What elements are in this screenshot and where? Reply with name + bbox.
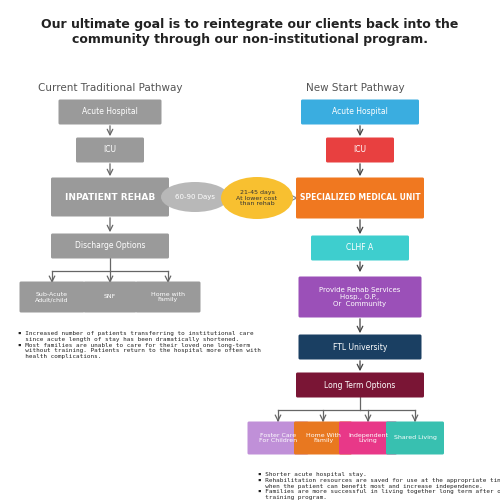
FancyBboxPatch shape: [248, 422, 308, 454]
Ellipse shape: [161, 182, 229, 212]
FancyBboxPatch shape: [51, 178, 169, 216]
FancyBboxPatch shape: [76, 138, 144, 162]
FancyBboxPatch shape: [326, 138, 394, 162]
FancyBboxPatch shape: [296, 178, 424, 218]
Text: 60-90 Days: 60-90 Days: [175, 194, 215, 200]
Text: Shared Living: Shared Living: [394, 436, 436, 440]
FancyBboxPatch shape: [298, 334, 422, 359]
FancyBboxPatch shape: [84, 282, 136, 312]
Text: SPECIALIZED MEDICAL UNIT: SPECIALIZED MEDICAL UNIT: [300, 194, 420, 202]
FancyBboxPatch shape: [294, 422, 352, 454]
Text: Home with
Family: Home with Family: [151, 292, 185, 302]
FancyBboxPatch shape: [136, 282, 200, 312]
Text: FTL University: FTL University: [333, 342, 387, 351]
Text: New Start Pathway: New Start Pathway: [306, 83, 404, 93]
FancyBboxPatch shape: [339, 422, 397, 454]
Text: SNF: SNF: [104, 294, 116, 300]
Text: Discharge Options: Discharge Options: [75, 242, 145, 250]
Text: Foster Care
For Children: Foster Care For Children: [259, 432, 297, 444]
Text: 21-45 days
At lower cost
than rehab: 21-45 days At lower cost than rehab: [236, 190, 278, 206]
Text: ▪ Shorter acute hospital stay.
▪ Rehabilitation resources are saved for use at t: ▪ Shorter acute hospital stay. ▪ Rehabil…: [258, 472, 500, 500]
Text: Current Traditional Pathway: Current Traditional Pathway: [38, 83, 182, 93]
Text: ICU: ICU: [104, 146, 117, 154]
FancyBboxPatch shape: [58, 100, 162, 124]
FancyBboxPatch shape: [296, 372, 424, 398]
Text: Home With
Family: Home With Family: [306, 432, 340, 444]
FancyBboxPatch shape: [20, 282, 84, 312]
Text: Sub-Acute
Adult/child: Sub-Acute Adult/child: [35, 292, 69, 302]
Text: CLHF A: CLHF A: [346, 244, 374, 252]
Text: INPATIENT REHAB: INPATIENT REHAB: [65, 192, 155, 202]
Text: ICU: ICU: [354, 146, 366, 154]
Ellipse shape: [221, 177, 293, 219]
Text: Our ultimate goal is to reintegrate our clients back into the
community through : Our ultimate goal is to reintegrate our …: [42, 18, 459, 46]
Text: Provide Rehab Services
Hosp., O.P.,
Or  Community: Provide Rehab Services Hosp., O.P., Or C…: [320, 287, 400, 307]
FancyBboxPatch shape: [298, 276, 422, 318]
Text: ▪ Increased number of patients transferring to institutional care
  since acute : ▪ Increased number of patients transferr…: [18, 331, 261, 359]
Text: Long Term Options: Long Term Options: [324, 380, 396, 390]
FancyBboxPatch shape: [301, 100, 419, 124]
FancyBboxPatch shape: [386, 422, 444, 454]
FancyBboxPatch shape: [311, 236, 409, 260]
FancyBboxPatch shape: [51, 234, 169, 258]
Text: Acute Hospital: Acute Hospital: [332, 108, 388, 116]
Text: Acute Hospital: Acute Hospital: [82, 108, 138, 116]
Text: Independent
Living: Independent Living: [348, 432, 388, 444]
